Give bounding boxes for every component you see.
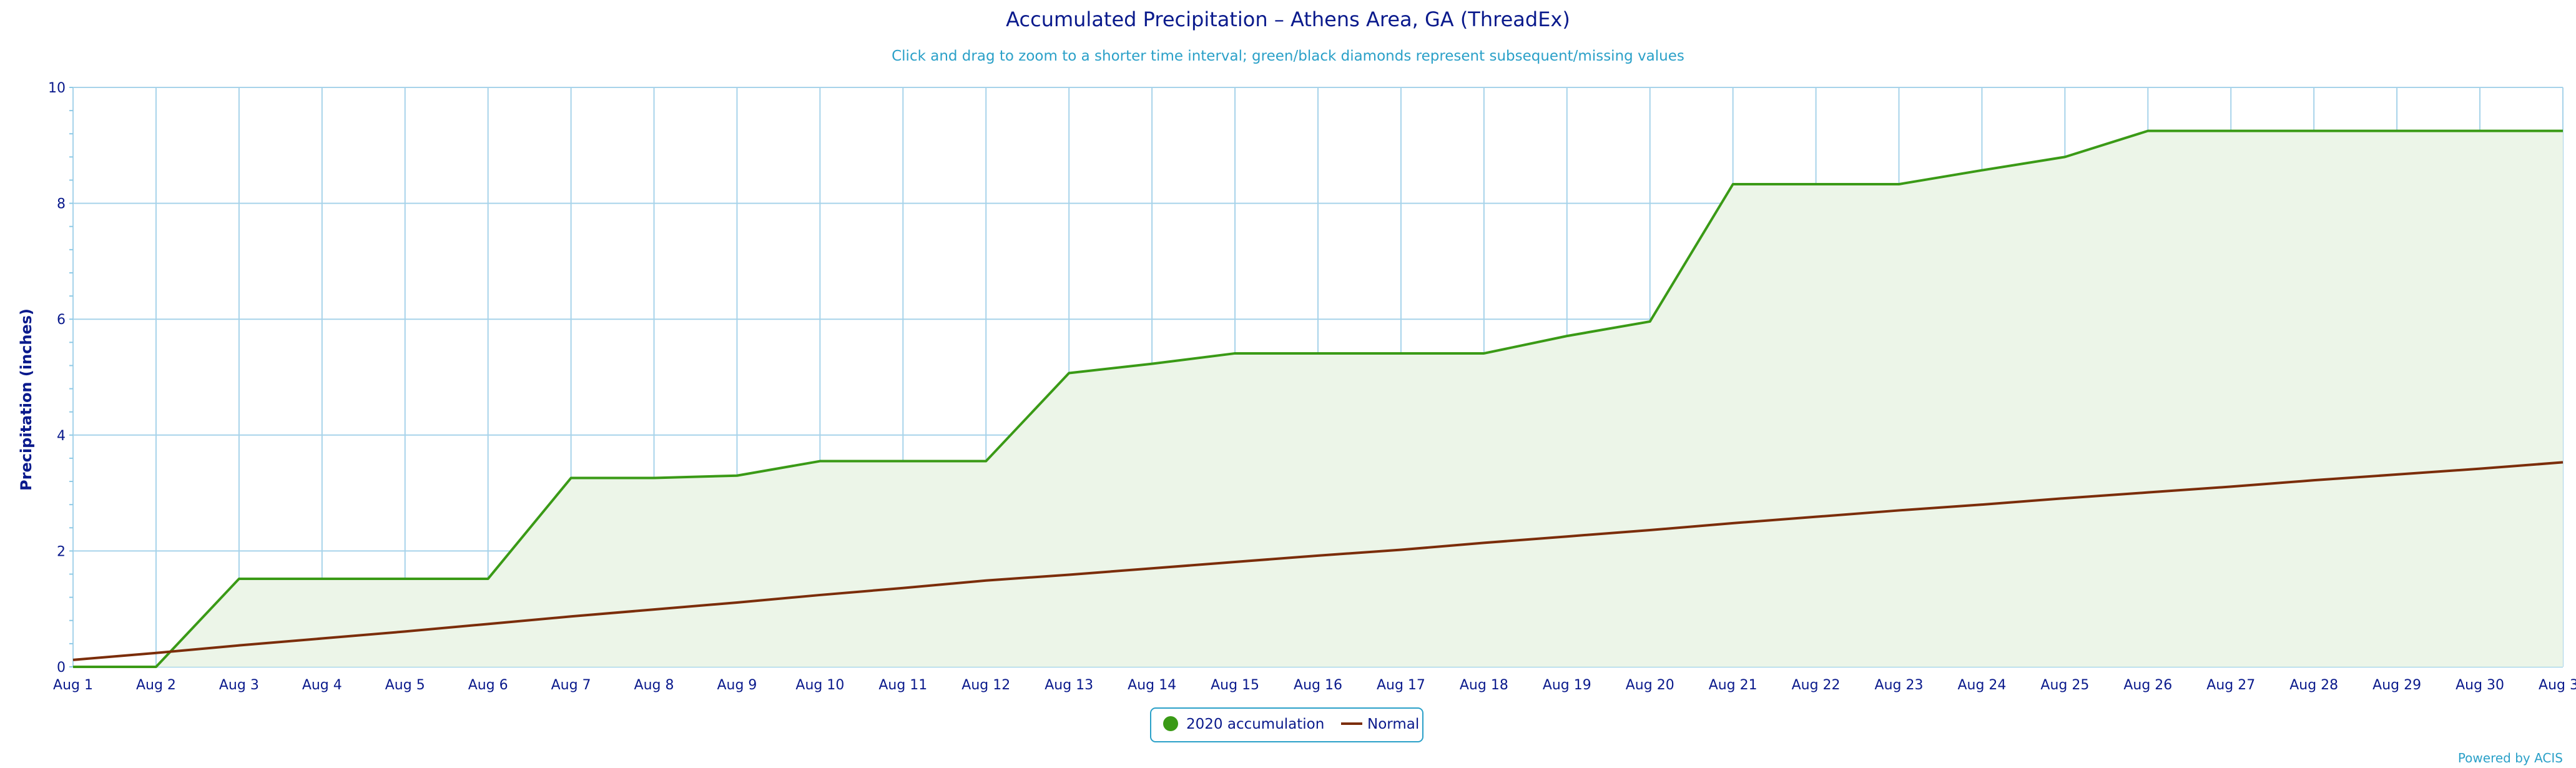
- series-line-layer: [72, 129, 2564, 668]
- x-tick-label: Aug 23: [1875, 677, 1924, 693]
- series-line-normal[interactable]: [72, 461, 2564, 661]
- x-axis-ticks: Aug 1 Aug 2 Aug 3 Aug 4 Aug 5 Aug 6 Aug 7 Aug 8…: [53, 677, 2576, 693]
- x-tick-label: Aug 10: [795, 677, 844, 693]
- x-tick-label: Aug 2: [136, 677, 176, 693]
- y-tick-label: 6: [57, 312, 66, 328]
- x-tick-label: Aug 11: [878, 677, 927, 693]
- x-tick-label: Aug 16: [1294, 677, 1342, 693]
- x-tick-label: Aug 9: [717, 677, 757, 693]
- x-tick-label: Aug 5: [385, 677, 425, 693]
- y-tick-label: 8: [57, 197, 66, 212]
- series-line-accumulation[interactable]: [73, 129, 2563, 668]
- x-tick-label: Aug 15: [1211, 677, 1259, 693]
- legend-marker-accumulation: [1163, 716, 1178, 731]
- x-tick-label: Aug 31: [2539, 677, 2576, 693]
- legend-label-accumulation: 2020 accumulation: [1186, 716, 1324, 732]
- x-tick-label: Aug 30: [2456, 677, 2504, 693]
- y-axis-ticks: 0 2 4 6 8 10: [48, 81, 66, 676]
- chart-subtitle: Click and drag to zoom to a shorter time…: [892, 48, 1684, 64]
- y-tick-label: 2: [57, 544, 66, 559]
- y-tick-label: 4: [57, 428, 66, 444]
- credits-link[interactable]: Powered by ACIS: [2458, 751, 2563, 766]
- legend-box: [1150, 707, 1423, 742]
- x-tick-label: Aug 18: [1460, 677, 1508, 693]
- x-tick-label: Aug 20: [1626, 677, 1674, 693]
- x-tick-label: Aug 24: [1957, 677, 2006, 693]
- x-tick-label: Aug 1: [53, 677, 93, 693]
- legend-item-normal[interactable]: Normal: [1341, 716, 1419, 732]
- x-tick-label: Aug 8: [634, 677, 674, 693]
- x-tick-label: Aug 14: [1128, 677, 1176, 693]
- x-tick-label: Aug 6: [468, 677, 508, 693]
- x-tick-label: Aug 29: [2372, 677, 2421, 693]
- legend-label-normal: Normal: [1367, 716, 1419, 732]
- x-tick-label: Aug 27: [2206, 677, 2255, 693]
- x-tick-label: Aug 13: [1045, 677, 1093, 693]
- series-area-layer: [73, 130, 2563, 667]
- x-tick-label: Aug 7: [551, 677, 591, 693]
- legend[interactable]: 2020 accumulation Normal: [1150, 707, 1423, 742]
- x-tick-label: Aug 3: [219, 677, 259, 693]
- x-tick-label: Aug 12: [961, 677, 1010, 693]
- series-area-fill: [73, 130, 2563, 667]
- y-tick-label: 10: [48, 81, 66, 96]
- x-tick-label: Aug 19: [1543, 677, 1591, 693]
- x-tick-label: Aug 25: [2040, 677, 2089, 693]
- chart-title: Accumulated Precipitation – Athens Area,…: [1006, 7, 1570, 31]
- x-tick-label: Aug 22: [1792, 677, 1841, 693]
- y-axis-label: Precipitation (inches): [17, 308, 35, 491]
- x-tick-label: Aug 4: [302, 677, 342, 693]
- x-tick-label: Aug 26: [2123, 677, 2172, 693]
- x-tick-label: Aug 21: [1709, 677, 1757, 693]
- legend-item-accumulation[interactable]: 2020 accumulation: [1163, 716, 1324, 732]
- x-tick-label: Aug 28: [2289, 677, 2338, 693]
- x-tick-label: Aug 17: [1377, 677, 1425, 693]
- y-tick-label: 0: [57, 660, 66, 676]
